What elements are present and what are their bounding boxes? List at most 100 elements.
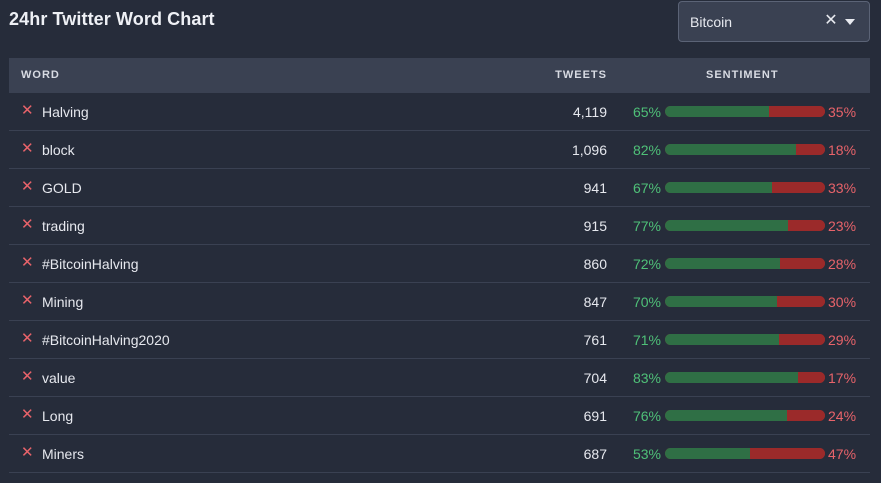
- word-cell[interactable]: GOLD: [42, 180, 82, 196]
- page-title: 24hr Twitter Word Chart: [9, 9, 215, 29]
- tweet-count: 915: [583, 218, 607, 234]
- sentiment-bar-positive: [665, 334, 779, 345]
- clear-icon[interactable]: ✕: [824, 12, 838, 29]
- positive-percent: 71%: [632, 332, 661, 348]
- sentiment-bar-negative: [796, 144, 825, 155]
- positive-percent: 65%: [632, 104, 661, 120]
- table-row: ✕ #BitcoinHalving 860 72% 28%: [9, 245, 870, 283]
- tweet-count: 4,119: [573, 104, 607, 120]
- negative-percent: 18%: [828, 142, 857, 158]
- close-icon[interactable]: ✕: [21, 102, 34, 119]
- sentiment-bar: [665, 220, 825, 231]
- positive-percent: 67%: [632, 180, 661, 196]
- positive-percent: 70%: [632, 294, 661, 310]
- sentiment-bar-positive: [665, 182, 773, 193]
- positive-percent: 76%: [632, 408, 661, 424]
- table-body: ✕ Halving 4,119 65% 35% ✕ block 1,096 82% 18% ✕ GOL…: [9, 93, 870, 473]
- table-row: ✕ Mining 847 70% 30%: [9, 283, 870, 321]
- table-row: ✕ value 704 83% 17%: [9, 359, 870, 397]
- sentiment-bar: [665, 144, 825, 155]
- word-cell[interactable]: Halving: [42, 104, 89, 120]
- table-row: ✕ Long 691 76% 24%: [9, 397, 870, 435]
- sentiment-bar-positive: [665, 106, 769, 117]
- sentiment-bar-negative: [769, 106, 825, 117]
- sentiment-bar-positive: [665, 144, 797, 155]
- close-icon[interactable]: ✕: [21, 444, 34, 461]
- negative-percent: 35%: [828, 104, 857, 120]
- tweet-count: 687: [583, 446, 607, 462]
- word-cell[interactable]: block: [42, 142, 75, 158]
- sentiment-bar: [665, 410, 825, 421]
- negative-percent: 17%: [828, 370, 857, 386]
- close-icon[interactable]: ✕: [21, 254, 34, 271]
- coin-select-value: Bitcoin: [690, 14, 733, 30]
- sentiment-bar: [665, 296, 825, 307]
- tweet-count: 847: [583, 294, 607, 310]
- word-cell[interactable]: trading: [42, 218, 85, 234]
- sentiment-bar: [665, 182, 825, 193]
- sentiment-bar-negative: [749, 448, 825, 459]
- word-cell[interactable]: Miners: [42, 446, 85, 462]
- positive-percent: 72%: [632, 256, 661, 272]
- sentiment-bar-positive: [665, 448, 750, 459]
- sentiment-bar-negative: [772, 182, 825, 193]
- column-header-word[interactable]: WORD: [21, 69, 60, 81]
- tweet-count: 1,096: [571, 142, 607, 158]
- close-icon[interactable]: ✕: [21, 178, 34, 195]
- sentiment-bar-negative: [786, 410, 825, 421]
- close-icon[interactable]: ✕: [21, 330, 34, 347]
- tweet-count: 691: [583, 408, 607, 424]
- sentiment-bar-negative: [797, 372, 825, 383]
- negative-percent: 24%: [828, 408, 857, 424]
- negative-percent: 47%: [828, 446, 857, 462]
- table-row: ✕ Halving 4,119 65% 35%: [9, 93, 870, 131]
- negative-percent: 29%: [828, 332, 857, 348]
- positive-percent: 83%: [632, 370, 661, 386]
- sentiment-bar: [665, 448, 825, 459]
- sentiment-bar-positive: [665, 372, 798, 383]
- table-row: ✕ Miners 687 53% 47%: [9, 435, 870, 473]
- word-cell[interactable]: Mining: [42, 294, 84, 310]
- sentiment-bar: [665, 106, 825, 117]
- sentiment-bar-positive: [665, 410, 787, 421]
- sentiment-bar-positive: [665, 220, 789, 231]
- sentiment-bar-negative: [780, 258, 825, 269]
- tweet-count: 941: [583, 180, 607, 196]
- negative-percent: 30%: [828, 294, 857, 310]
- positive-percent: 82%: [632, 142, 661, 158]
- chevron-down-icon[interactable]: [845, 19, 855, 25]
- table-row: ✕ trading 915 77% 23%: [9, 207, 870, 245]
- close-icon[interactable]: ✕: [21, 216, 34, 233]
- column-header-sentiment[interactable]: SENTIMENT: [706, 69, 779, 81]
- negative-percent: 33%: [828, 180, 857, 196]
- tweet-count: 704: [583, 370, 607, 386]
- sentiment-bar-negative: [778, 334, 825, 345]
- sentiment-bar-positive: [665, 258, 781, 269]
- positive-percent: 77%: [632, 218, 661, 234]
- word-cell[interactable]: #BitcoinHalving2020: [42, 332, 170, 348]
- table-row: ✕ #BitcoinHalving2020 761 71% 29%: [9, 321, 870, 359]
- word-table: WORD TWEETS SENTIMENT ✕ Halving 4,119 65% 35…: [9, 58, 870, 473]
- sentiment-bar-negative: [777, 296, 825, 307]
- negative-percent: 28%: [828, 256, 857, 272]
- negative-percent: 23%: [828, 218, 857, 234]
- word-cell[interactable]: #BitcoinHalving: [42, 256, 139, 272]
- column-header-tweets[interactable]: TWEETS: [555, 69, 607, 81]
- tweet-count: 860: [583, 256, 607, 272]
- word-cell[interactable]: Long: [42, 408, 74, 424]
- sentiment-bar: [665, 334, 825, 345]
- close-icon[interactable]: ✕: [21, 406, 34, 423]
- close-icon[interactable]: ✕: [21, 292, 34, 309]
- table-header: WORD TWEETS SENTIMENT: [9, 58, 870, 93]
- close-icon[interactable]: ✕: [21, 368, 34, 385]
- sentiment-bar: [665, 258, 825, 269]
- table-row: ✕ GOLD 941 67% 33%: [9, 169, 870, 207]
- coin-select[interactable]: Bitcoin ✕: [678, 1, 870, 42]
- close-icon[interactable]: ✕: [21, 140, 34, 157]
- sentiment-bar-negative: [788, 220, 825, 231]
- positive-percent: 53%: [632, 446, 661, 462]
- word-cell[interactable]: value: [42, 370, 76, 386]
- sentiment-bar-positive: [665, 296, 777, 307]
- tweet-count: 761: [583, 332, 607, 348]
- table-row: ✕ block 1,096 82% 18%: [9, 131, 870, 169]
